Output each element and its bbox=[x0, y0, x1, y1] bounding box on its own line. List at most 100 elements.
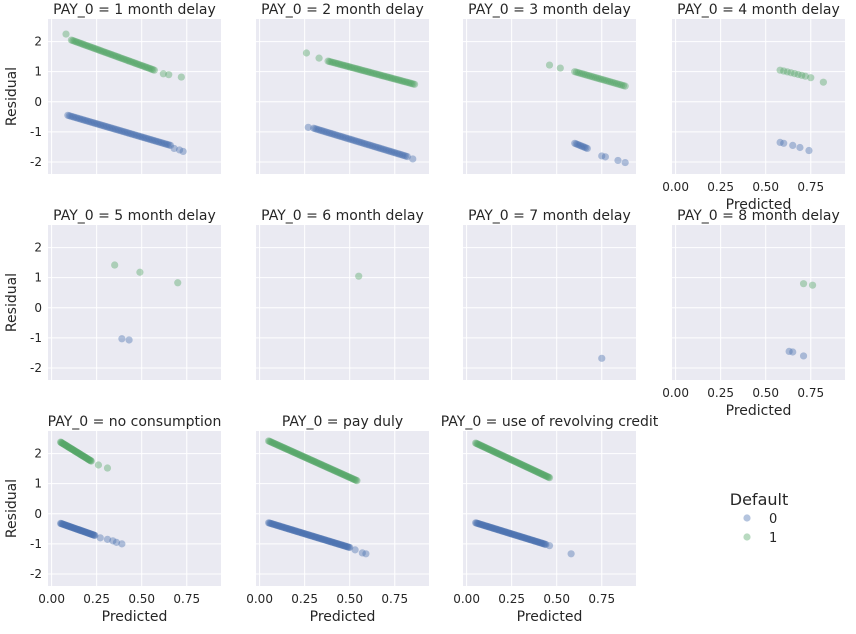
data-point bbox=[351, 137, 359, 145]
data-point bbox=[318, 127, 326, 135]
x-tick-label: 0.75 bbox=[588, 592, 615, 606]
data-point bbox=[340, 61, 348, 70]
y-tick-label: 0 bbox=[34, 507, 42, 521]
data-point bbox=[329, 538, 337, 547]
data-point bbox=[316, 126, 324, 134]
data-point bbox=[343, 62, 351, 70]
series-0-points bbox=[265, 519, 370, 558]
data-point bbox=[529, 466, 537, 474]
data-point bbox=[503, 454, 512, 462]
data-point bbox=[805, 146, 813, 155]
data-point bbox=[107, 124, 115, 132]
data-point bbox=[487, 523, 495, 532]
panel-background bbox=[48, 431, 221, 586]
data-point bbox=[592, 74, 600, 82]
data-point bbox=[146, 135, 154, 143]
data-point bbox=[337, 469, 345, 478]
data-point bbox=[573, 140, 582, 149]
data-point bbox=[536, 538, 544, 547]
data-point bbox=[83, 455, 92, 463]
series-1-points bbox=[62, 30, 185, 81]
data-point bbox=[84, 42, 92, 50]
facet-panel-5: PAY_0 = 5 month delay 2 1 0 -1 -2 Residual bbox=[4, 208, 221, 380]
data-point bbox=[59, 520, 68, 528]
data-point bbox=[490, 524, 498, 533]
data-point bbox=[77, 115, 85, 123]
data-point bbox=[62, 521, 70, 529]
data-point bbox=[306, 531, 315, 540]
data-point bbox=[281, 444, 290, 453]
data-point bbox=[270, 520, 278, 529]
data-point bbox=[532, 467, 541, 476]
data-point bbox=[474, 440, 483, 448]
data-point bbox=[507, 456, 515, 464]
data-point bbox=[588, 73, 596, 81]
data-point bbox=[297, 529, 306, 537]
data-point bbox=[95, 120, 103, 129]
data-point bbox=[134, 132, 142, 140]
data-point bbox=[362, 67, 370, 75]
data-point bbox=[409, 155, 417, 163]
data-point bbox=[282, 445, 291, 453]
data-point bbox=[87, 457, 95, 465]
data-point bbox=[81, 41, 90, 49]
data-point bbox=[73, 525, 81, 533]
data-point bbox=[287, 447, 296, 455]
data-point bbox=[502, 453, 511, 462]
data-point bbox=[383, 73, 391, 81]
data-point bbox=[328, 538, 336, 546]
data-point bbox=[538, 539, 546, 547]
data-point bbox=[85, 117, 93, 126]
data-point bbox=[368, 69, 376, 77]
data-point bbox=[73, 448, 81, 456]
x-tick-label: 0.25 bbox=[707, 386, 734, 400]
data-point bbox=[400, 77, 408, 86]
data-point bbox=[541, 471, 549, 480]
data-point bbox=[82, 454, 90, 462]
data-point bbox=[386, 74, 394, 82]
panel-background bbox=[256, 431, 429, 586]
facet-panel-8: PAY_0 = 8 month delay 0.00 0.25 0.50 0.75 Pre… bbox=[662, 208, 845, 419]
data-point bbox=[536, 469, 544, 477]
series-1-points bbox=[302, 49, 419, 88]
data-point bbox=[78, 451, 86, 459]
data-point bbox=[473, 440, 482, 448]
data-point bbox=[165, 71, 173, 79]
data-point bbox=[399, 77, 407, 85]
data-point bbox=[327, 538, 336, 546]
data-point bbox=[372, 70, 381, 78]
data-point bbox=[65, 112, 73, 120]
data-point bbox=[789, 141, 797, 150]
data-point bbox=[406, 79, 414, 87]
data-point bbox=[534, 538, 542, 546]
data-point bbox=[318, 535, 326, 543]
series-0-points bbox=[472, 519, 575, 558]
data-point bbox=[360, 139, 369, 148]
data-point bbox=[86, 530, 94, 538]
data-point bbox=[280, 523, 288, 532]
data-point bbox=[70, 524, 79, 532]
data-point bbox=[268, 520, 276, 528]
data-point bbox=[399, 151, 407, 159]
data-point bbox=[319, 461, 327, 470]
data-point bbox=[300, 453, 308, 461]
data-point bbox=[272, 440, 281, 449]
data-point bbox=[499, 527, 507, 535]
data-point bbox=[523, 463, 531, 471]
data-point bbox=[79, 527, 87, 535]
data-point bbox=[311, 458, 319, 466]
data-point bbox=[499, 452, 507, 460]
data-point bbox=[477, 520, 485, 529]
facet-panel-2: PAY_0 = 2 month delay bbox=[256, 2, 429, 174]
data-point bbox=[81, 453, 89, 461]
data-point bbox=[397, 151, 405, 159]
data-point bbox=[339, 470, 347, 479]
data-point bbox=[112, 52, 120, 60]
data-point bbox=[145, 64, 153, 72]
data-point bbox=[78, 527, 86, 535]
data-point bbox=[301, 453, 309, 462]
data-point bbox=[155, 138, 163, 146]
data-point bbox=[405, 79, 413, 87]
data-point bbox=[277, 443, 286, 451]
data-point bbox=[345, 473, 353, 481]
